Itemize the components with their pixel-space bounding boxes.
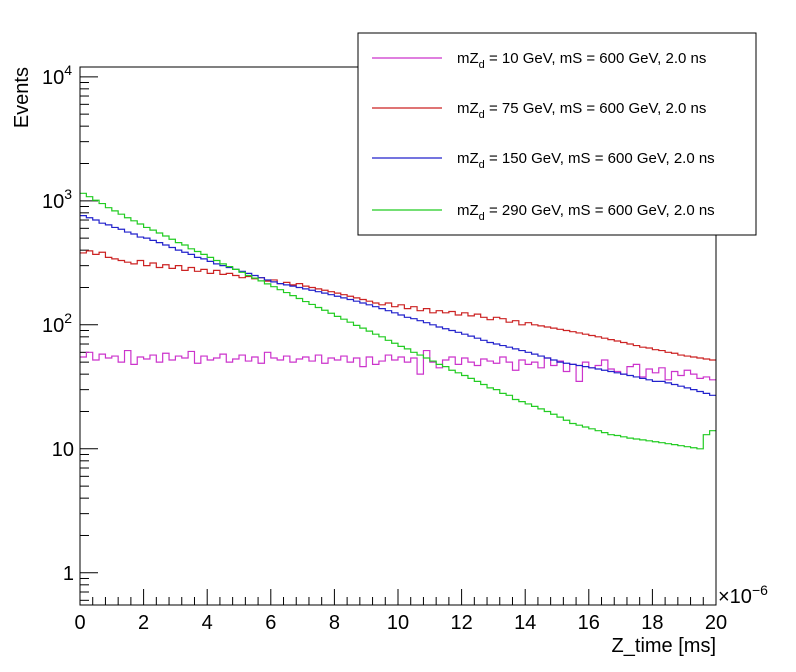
legend-box — [357, 32, 757, 236]
x-multiplier-base: ×10 — [718, 586, 752, 608]
y-tick-base: 10 — [52, 439, 74, 461]
x-tick-label: 14 — [514, 612, 536, 634]
x-tick-label: 12 — [450, 612, 472, 634]
y-axis-title: Events — [11, 67, 33, 128]
y-tick-label: 1 — [63, 563, 74, 585]
y-tick-exponent: 2 — [64, 310, 72, 326]
x-tick-label: 8 — [329, 612, 340, 634]
x-multiplier-exponent: −6 — [752, 582, 768, 598]
legend: mZd = 10 GeV, mS = 600 GeV, 2.0 ns mZd = … — [357, 32, 757, 236]
x-tick-label: 2 — [138, 612, 149, 634]
series-line-2 — [80, 250, 716, 361]
series-group — [80, 192, 716, 450]
legend-label-3: mZd = 150 GeV, mS = 600 GeV, 2.0 ns — [457, 150, 715, 171]
x-tick-label: 20 — [705, 612, 727, 634]
x-tick-label: 10 — [387, 612, 409, 634]
series-line-1 — [80, 349, 716, 382]
series-line-4 — [80, 192, 716, 450]
y-tick-base: 10 — [42, 315, 64, 337]
legend-label-4: mZd = 290 GeV, mS = 600 GeV, 2.0 ns — [457, 202, 715, 223]
x-tick-label: 0 — [74, 612, 85, 634]
y-tick-exponent: 4 — [64, 62, 72, 78]
y-tick-label: 10 — [52, 439, 74, 461]
legend-label-2: mZd = 75 GeV, mS = 600 GeV, 2.0 ns — [457, 100, 706, 121]
axis-ticks — [79, 76, 717, 605]
y-tick-exponent: 3 — [64, 186, 72, 202]
y-tick-base: 10 — [42, 191, 64, 213]
x-tick-label: 18 — [641, 612, 663, 634]
series-line-3 — [80, 214, 716, 396]
y-tick-base: 1 — [63, 563, 74, 585]
y-tick-label: 104 — [42, 62, 72, 89]
x-tick-label: 4 — [202, 612, 213, 634]
x-tick-label: 16 — [578, 612, 600, 634]
x-tick-label: 6 — [265, 612, 276, 634]
x-axis-title: Z_time [ms] — [612, 635, 716, 657]
x-axis-multiplier: ×10−6 — [718, 582, 768, 608]
y-tick-label: 102 — [42, 310, 72, 337]
legend-label-1: mZd = 10 GeV, mS = 600 GeV, 2.0 ns — [457, 50, 706, 71]
y-tick-base: 10 — [42, 67, 64, 89]
y-tick-label: 103 — [42, 186, 72, 213]
